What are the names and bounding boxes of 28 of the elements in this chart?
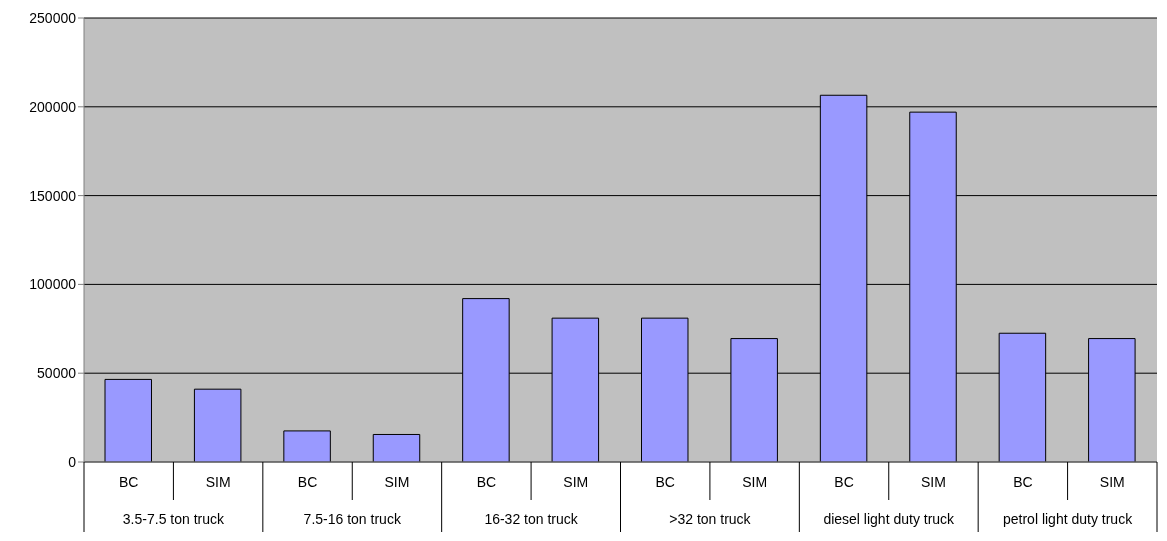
bar [104,378,152,462]
y-tick-label: 100000 [29,276,77,293]
y-tick-label: 150000 [29,187,77,204]
text: 7.5-16 ton truck [303,511,402,527]
bar [283,430,331,462]
y-tick-label: 250000 [29,9,77,26]
y-tick-label: 50000 [37,365,77,382]
x-tick-label: BC [476,474,497,490]
bar [372,433,421,462]
x-tick-label: SIM [563,474,589,490]
x-tick-label: SIM [1099,474,1125,490]
x-tick-label: BC [297,474,318,490]
text: diesel light duty truck [823,511,956,527]
x-tick-label: BC [118,474,139,490]
text: 3.5-7.5 ton truck [122,511,225,527]
y-tick-label: 0 [68,453,77,470]
x-tick-label: SIM [384,474,410,490]
x-tick-label: SIM [205,474,231,490]
bar [193,388,242,462]
x-tick-label: BC [1013,474,1033,490]
text: 16-32 ton truck [484,511,579,527]
x-tick-label: BC [655,474,675,490]
y-tick-label: 200000 [29,98,77,115]
text: >32 ton truck [669,511,752,527]
text: petrol light duty truck [1003,511,1134,527]
x-tick-label: SIM [742,474,768,490]
x-tick-label: SIM [921,474,946,490]
x-tick-label: BC [834,474,854,490]
